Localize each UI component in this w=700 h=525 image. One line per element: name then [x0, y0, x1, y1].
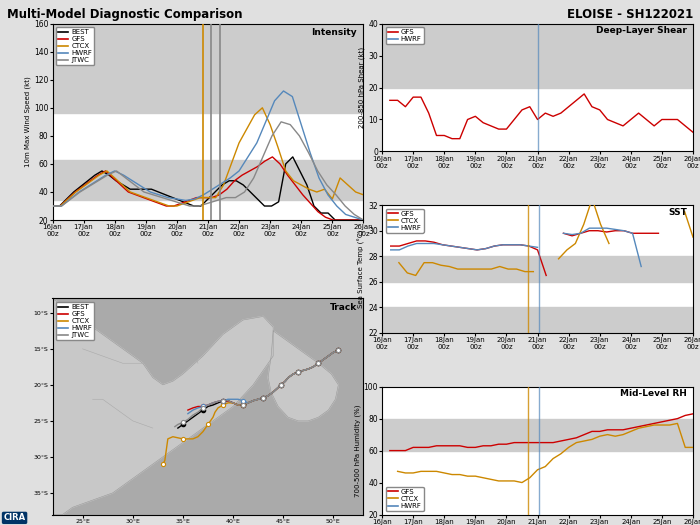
Text: ELOISE - SH122021: ELOISE - SH122021: [567, 8, 693, 21]
Y-axis label: 200-850 hPa Shear (kt): 200-850 hPa Shear (kt): [359, 47, 365, 128]
Legend: GFS, CTCX, HWRF: GFS, CTCX, HWRF: [386, 487, 424, 511]
Bar: [382, 308, 693, 333]
Bar: [382, 24, 693, 88]
Polygon shape: [268, 331, 338, 421]
Text: Multi-Model Diagnostic Comparison: Multi-Model Diagnostic Comparison: [7, 8, 242, 21]
Bar: [52, 0, 363, 113]
Y-axis label: 700-500 hPa Humidity (%): 700-500 hPa Humidity (%): [354, 404, 360, 497]
Text: SST: SST: [668, 208, 687, 217]
Legend: BEST, GFS, CTCX, HWRF, JTWC: BEST, GFS, CTCX, HWRF, JTWC: [56, 27, 94, 66]
Text: Mid-Level RH: Mid-Level RH: [620, 389, 687, 398]
Y-axis label: 10m Max Wind Speed (kt): 10m Max Wind Speed (kt): [25, 77, 31, 167]
Polygon shape: [52, 298, 273, 514]
Legend: GFS, CTCX, HWRF: GFS, CTCX, HWRF: [386, 208, 424, 233]
Text: Intensity: Intensity: [312, 27, 357, 37]
Text: Deep-Layer Shear: Deep-Layer Shear: [596, 26, 687, 35]
Legend: BEST, GFS, CTCX, HWRF, JTWC: BEST, GFS, CTCX, HWRF, JTWC: [56, 302, 94, 340]
Text: Track: Track: [330, 303, 357, 312]
Bar: [382, 418, 693, 450]
Bar: [52, 160, 363, 201]
Text: CIRA: CIRA: [4, 513, 26, 522]
Bar: [382, 256, 693, 282]
Y-axis label: Sea Surface Temp (°C): Sea Surface Temp (°C): [358, 230, 365, 308]
Legend: GFS, HWRF: GFS, HWRF: [386, 27, 424, 44]
